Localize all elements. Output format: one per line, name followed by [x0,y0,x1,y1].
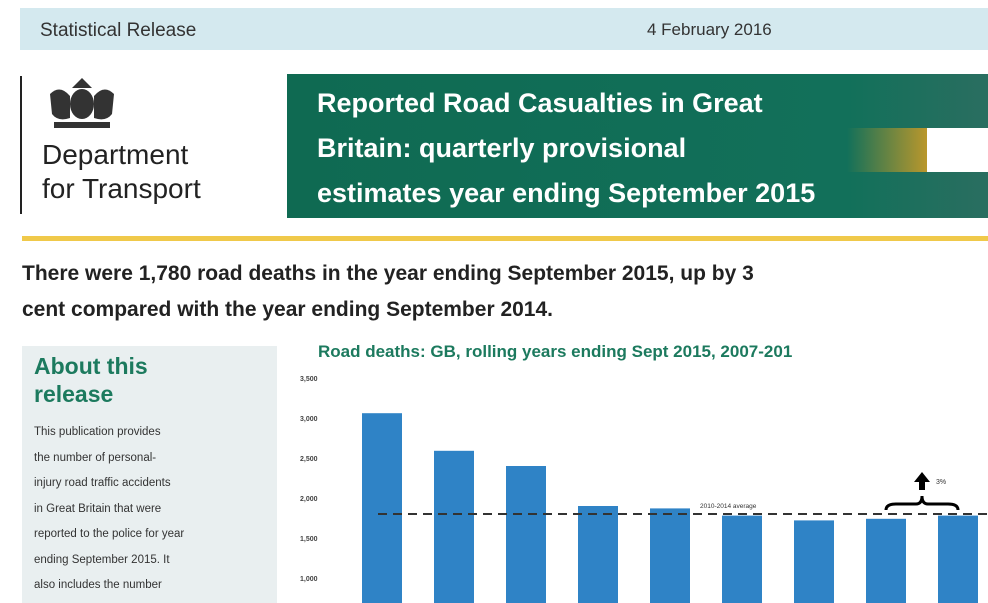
about-title-line-1: About this [34,353,148,379]
about-line: reported to the police for year [34,528,185,540]
about-title-line-2: release [34,381,114,407]
y-tick-label: 3,500 [300,376,318,383]
about-line: also includes the number [34,579,162,591]
about-line: in Great Britain that were [34,502,162,515]
title-line-3: estimates year ending September 2015 [317,178,816,208]
title-banner: Reported Road Casualties in Great Britai… [287,74,988,218]
about-line: injury road traffic accidents [34,477,171,489]
y-tick-label: 1,000 [300,576,318,583]
average-line-label: 2010-2014 average [700,503,757,510]
chart-title: Road deaths: GB, rolling years ending Se… [318,342,793,361]
bar [794,520,834,603]
logo-line-1: Department [42,139,189,170]
about-line: This publication provides [34,426,161,438]
headline-line-1: There were 1,780 road deaths in the year… [22,262,754,285]
bar [506,466,546,603]
bar [434,450,474,603]
bar [650,508,690,603]
header-bar: Statistical Release 4 February 2016 [20,8,988,50]
headline: There were 1,780 road deaths in the year… [22,256,988,328]
up-arrow-icon [914,472,930,490]
release-date: 4 February 2016 [647,20,772,39]
about-line: ending September 2015. It [34,553,170,566]
bar [938,515,978,603]
y-tick-label: 2,000 [300,496,318,503]
dft-logo: Department for Transport [20,72,275,222]
headline-line-2: cent compared with the year ending Septe… [22,298,553,321]
road-deaths-chart: 3,500 3,000 2,500 2,000 1,500 1,000 2010-2014 … [300,376,988,603]
logo-text: Department for Transport [42,138,201,206]
divider [22,236,988,241]
title-line-1: Reported Road Casualties in Great [317,88,763,118]
bar [866,518,906,603]
banner-gold-block [847,128,927,172]
y-tick-label: 1,500 [300,536,318,543]
brace-annotation [884,495,960,511]
banner-white-block [927,128,988,172]
about-line: the number of personal- [34,451,157,464]
logo-rule [20,76,22,214]
y-tick-label: 2,500 [300,456,318,463]
y-tick-label: 3,000 [300,416,318,423]
about-panel: About this release This publication prov… [22,346,277,603]
annotation-label: 3% [936,479,946,486]
bar [722,515,762,603]
royal-crest-icon [50,78,114,128]
logo-line-2: for Transport [42,173,201,204]
title-line-2: Britain: quarterly provisional [317,133,687,163]
bar [578,506,618,603]
release-type: Statistical Release [40,20,197,41]
about-text: This publication provides the number of … [34,420,270,599]
bar [362,413,402,603]
about-title: About this release [34,352,148,408]
